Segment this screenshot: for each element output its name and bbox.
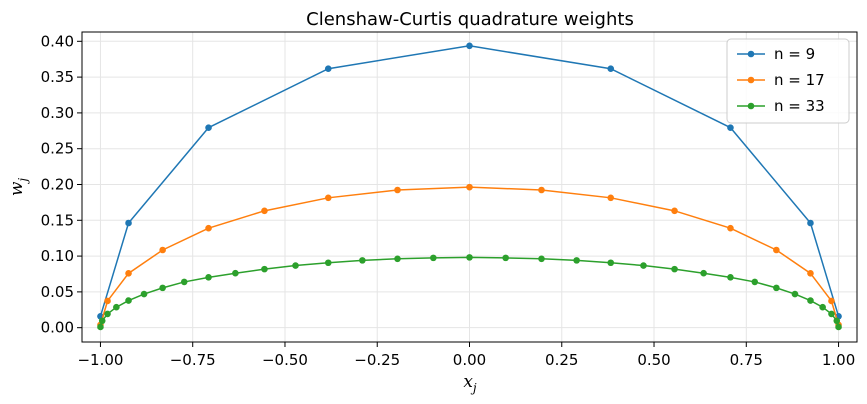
x-tick-label: −1.00	[77, 351, 123, 369]
y-tick-label: 0.25	[41, 140, 74, 158]
data-point	[159, 246, 166, 254]
data-point	[324, 65, 332, 73]
data-point	[807, 270, 814, 277]
data-point	[502, 254, 509, 262]
x-tick-label: 0.75	[730, 351, 763, 369]
legend-label: n = 9	[774, 45, 815, 63]
x-tick-label: −0.75	[170, 351, 216, 369]
legend-item: n = 9	[737, 45, 815, 63]
y-axis-label-main: w	[7, 181, 27, 196]
legend-swatch-marker	[747, 102, 755, 110]
data-point	[104, 310, 111, 318]
legend-label: n = 33	[774, 97, 825, 115]
x-tick-label: 0.00	[453, 351, 486, 369]
data-point	[819, 303, 826, 311]
axis-ticks: −1.00 −0.75 −0.50 −0.25 0.00 0.25 0.50 0.75 1.00…	[41, 32, 856, 369]
y-tick-label: 0.40	[41, 32, 74, 50]
x-tick-label: −0.50	[262, 351, 308, 369]
y-axis-label-subscript: j	[16, 178, 30, 185]
data-point	[466, 183, 473, 191]
data-point	[205, 224, 212, 232]
series-n-9	[97, 42, 842, 320]
y-tick-label: 0.10	[41, 247, 74, 265]
y-tick-label: 0.05	[41, 283, 74, 301]
data-point	[835, 323, 842, 331]
data-point	[261, 207, 268, 215]
data-point	[807, 297, 814, 304]
data-point	[828, 310, 835, 318]
data-point	[125, 297, 132, 304]
data-point	[538, 255, 545, 263]
data-point	[125, 270, 132, 277]
chart-title: Clenshaw-Curtis quadrature weights	[306, 9, 634, 30]
legend-label: n = 17	[774, 71, 825, 89]
x-tick-label: 1.00	[822, 351, 855, 369]
data-point	[773, 284, 780, 292]
data-point	[205, 124, 212, 131]
x-tick-label: −0.25	[354, 351, 400, 369]
legend-box	[726, 38, 850, 124]
data-point	[394, 255, 401, 263]
data-point	[324, 194, 332, 202]
data-point	[751, 278, 759, 286]
data-point	[159, 284, 166, 292]
data-point	[773, 246, 780, 254]
legend-swatch-marker	[747, 76, 755, 84]
data-point	[700, 269, 707, 277]
data-point	[727, 224, 734, 232]
legend-swatch-marker	[747, 50, 755, 58]
data-point	[98, 317, 106, 325]
x-tick-label: 0.50	[637, 351, 670, 369]
data-point	[607, 259, 615, 267]
data-point	[807, 219, 814, 227]
y-tick-label: 0.35	[41, 68, 74, 86]
data-point	[607, 65, 615, 73]
data-point	[466, 254, 473, 261]
data-point	[573, 257, 580, 264]
data-point	[97, 323, 104, 331]
data-point	[394, 186, 401, 194]
data-point	[324, 259, 332, 267]
legend: n = 9 n = 17 n = 33	[726, 38, 850, 124]
data-point	[125, 219, 132, 227]
x-axis-label: xj	[463, 372, 477, 395]
data-point	[727, 274, 734, 281]
x-tick-label: 0.25	[545, 351, 578, 369]
data-point	[205, 274, 212, 281]
data-point	[359, 257, 366, 264]
y-tick-label: 0.30	[41, 104, 74, 122]
data-point	[140, 290, 148, 298]
y-tick-label: 0.00	[41, 319, 74, 337]
data-point	[607, 194, 615, 202]
legend-item: n = 17	[737, 71, 825, 89]
data-point	[430, 254, 437, 262]
x-axis-label-main: x	[463, 372, 473, 392]
data-point	[727, 124, 734, 131]
y-axis-label: wj	[7, 178, 30, 197]
y-tick-label: 0.15	[41, 211, 74, 229]
data-point	[232, 269, 239, 277]
legend-item: n = 33	[737, 97, 825, 115]
data-point	[292, 262, 299, 269]
data-point	[833, 317, 841, 325]
data-point	[640, 262, 647, 269]
data-point	[538, 186, 545, 194]
data-point	[791, 290, 799, 298]
data-point	[104, 297, 111, 305]
data-point	[671, 207, 678, 215]
series-n-33	[97, 254, 842, 331]
data-point	[671, 265, 678, 273]
data-point	[113, 303, 120, 311]
series-layer	[97, 42, 842, 331]
data-point	[261, 265, 268, 273]
y-tick-label: 0.20	[41, 175, 74, 193]
data-point	[180, 278, 188, 286]
x-axis-label-subscript: j	[470, 381, 477, 395]
data-point	[466, 42, 473, 50]
data-point	[828, 297, 835, 305]
